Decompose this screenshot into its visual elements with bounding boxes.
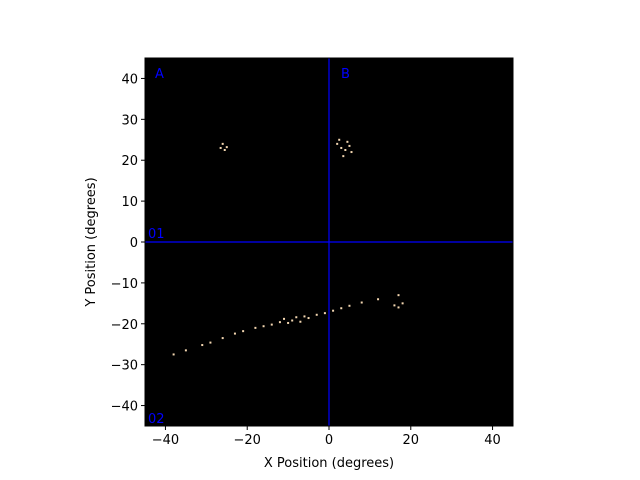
point [287, 321, 290, 324]
point [225, 146, 228, 149]
point [283, 317, 286, 320]
point [233, 332, 236, 335]
point [323, 312, 326, 315]
y-tick-label: 10 [121, 195, 138, 210]
x-tick-label: 40 [484, 433, 501, 448]
y-tick-label: −10 [111, 277, 138, 292]
point [397, 294, 400, 297]
point [332, 309, 335, 312]
point [201, 344, 204, 347]
point [219, 146, 222, 149]
point [291, 319, 294, 322]
y-tick-label: 20 [121, 154, 138, 169]
point [242, 330, 245, 333]
annotation: B [341, 67, 350, 82]
point [307, 317, 310, 320]
point [270, 323, 273, 326]
point [360, 301, 363, 304]
point [221, 337, 224, 340]
point [342, 155, 345, 158]
y-tick-label: −20 [111, 318, 138, 333]
point [184, 349, 187, 352]
point [350, 151, 353, 154]
annotation: 02 [148, 412, 165, 427]
point [397, 306, 400, 309]
point [344, 149, 347, 151]
y-tick-label: 0 [130, 236, 138, 251]
point [278, 321, 281, 324]
point [348, 144, 351, 147]
y-tick-label: −30 [111, 359, 138, 374]
point [348, 304, 351, 307]
point [315, 313, 318, 316]
point [221, 142, 224, 145]
point [172, 353, 175, 356]
point [338, 138, 341, 141]
x-tick-label: 0 [325, 433, 333, 448]
y-axis-label: Y Position (degrees) [84, 177, 99, 307]
point [303, 315, 306, 318]
point [295, 316, 298, 319]
annotation: 01 [148, 227, 165, 242]
point [336, 142, 339, 145]
annotation: A [155, 67, 164, 82]
point [262, 325, 265, 328]
y-tick-label: 30 [121, 113, 138, 128]
point [209, 341, 212, 344]
x-tick-label: −40 [152, 433, 179, 448]
point [340, 146, 343, 149]
x-tick-label: 20 [403, 433, 420, 448]
point [346, 140, 349, 143]
x-tick-label: −20 [234, 433, 261, 448]
point [393, 304, 396, 307]
point [377, 298, 380, 301]
point [340, 307, 343, 310]
y-tick-label: 40 [121, 72, 138, 87]
point [401, 302, 404, 305]
point [299, 320, 302, 323]
point [223, 149, 226, 151]
point [254, 326, 257, 329]
x-axis-label: X Position (degrees) [264, 456, 394, 471]
y-tick-label: −40 [111, 400, 138, 415]
